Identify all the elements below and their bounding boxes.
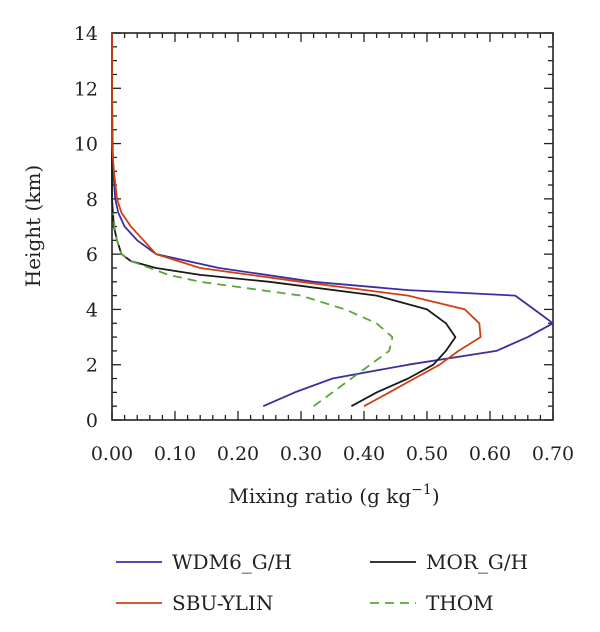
y-axis-title: Height (km) [21,165,45,287]
y-tick-label: 10 [74,134,98,156]
y-tick-label: 14 [74,23,98,45]
plot-border [111,32,554,421]
y-tick-label: 8 [86,189,98,211]
x-tick-label: 0.20 [217,443,259,465]
legend: WDM6_G/H MOR_G/H SBU-YLIN THOM [116,550,528,615]
legend-label-wdm6-g-h: WDM6_G/H [172,550,292,574]
x-tick-label: 0.70 [532,443,574,465]
x-tick-label: 0.10 [154,443,196,465]
x-tick-label: 0.30 [280,443,322,465]
legend-label-sbu-ylin: SBU-YLIN [172,591,273,615]
series-line-mor-g-h [111,33,457,407]
y-tick-label: 2 [86,355,98,377]
x-tick-label: 0.40 [343,443,385,465]
x-tick-label: 0.00 [91,443,133,465]
series-line-thom [112,212,394,407]
legend-label-mor-g-h: MOR_G/H [426,550,528,574]
y-tick-label: 4 [86,299,98,321]
axis-tick-labels: 0.00 0.10 0.20 0.30 0.40 0.50 0.60 0.70 0 2 4 6 8 10 1… [74,23,574,465]
x-axis-title-close: ) [432,484,440,508]
y-tick-label: 0 [86,410,98,432]
x-tick-label: 0.50 [406,443,448,465]
series-line-sbu-ylin [111,33,482,407]
y-tick-label: 12 [74,78,98,100]
x-axis-title-main: Mixing ratio (g kg [228,484,411,508]
series-line-wdm6-g-h [111,33,554,408]
x-axis-title-sup: −1 [411,482,432,498]
x-tick-label: 0.60 [469,443,511,465]
y-tick-label: 6 [86,244,98,266]
legend-label-thom: THOM [426,591,494,615]
axis-ticks [111,32,554,421]
x-axis-title: Mixing ratio (g kg−1) [228,482,439,508]
plot-frame [111,32,554,421]
series-lines [111,33,554,408]
